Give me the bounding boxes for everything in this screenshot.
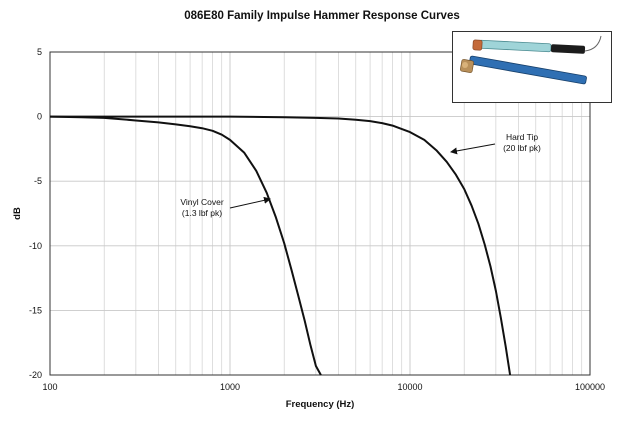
x-tick-label: 100000: [575, 382, 605, 392]
series-line-vinyl-cover: [49, 115, 322, 376]
tick-labels: 100 1000 10000 100000 5 0 -5 -10 -15 -20: [29, 47, 605, 392]
x-tick-label: 10000: [397, 382, 422, 392]
chart-grid: [50, 52, 590, 375]
y-tick-label: -10: [29, 241, 42, 251]
hammer-photo-inset: [452, 31, 612, 103]
annotation-arrow: [450, 143, 496, 155]
y-tick-label: -20: [29, 370, 42, 380]
x-tick-label: 100: [42, 382, 57, 392]
annotation-arrow: [229, 196, 271, 209]
y-tick-label: 0: [37, 112, 42, 122]
x-axis-label: Frequency (Hz): [286, 399, 355, 410]
chart-title: 086E80 Family Impulse Hammer Response Cu…: [184, 10, 460, 22]
annotation-label: Vinyl Cover (1.3 lbf pk): [180, 197, 223, 218]
annotations: Vinyl Cover (1.3 lbf pk) Hard Tip (20 lbf p…: [180, 132, 541, 218]
series-line-hard-tip: [50, 115, 512, 376]
y-tick-label: -5: [34, 176, 42, 186]
impulse-hammers-icon: [460, 35, 602, 85]
x-tick-label: 1000: [220, 382, 240, 392]
y-tick-label: 5: [37, 47, 42, 57]
series-lines: [49, 115, 512, 376]
annotation-label: Hard Tip (20 lbf pk): [503, 132, 541, 153]
y-axis-label: dB: [12, 207, 23, 220]
y-tick-label: -15: [29, 305, 42, 315]
